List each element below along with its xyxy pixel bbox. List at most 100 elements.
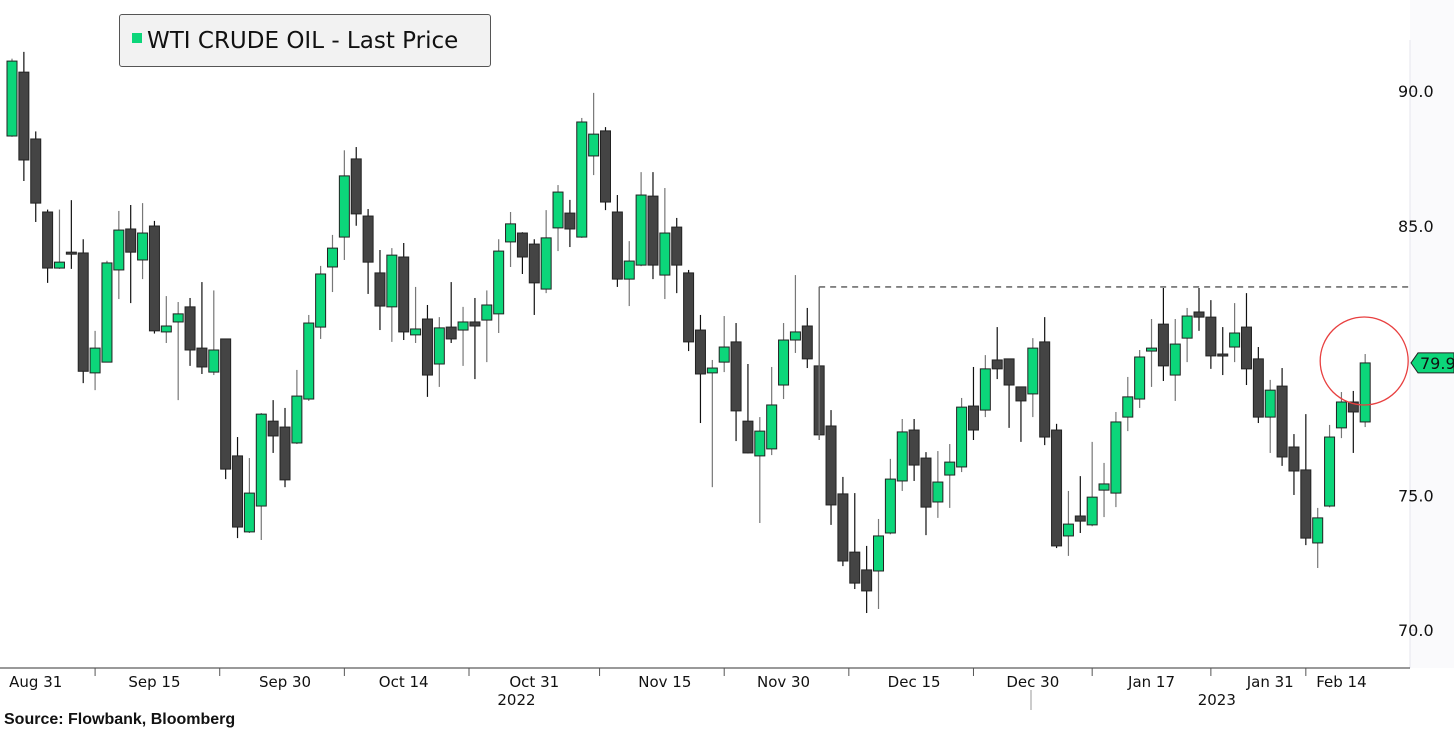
- candle-body-down: [1003, 358, 1015, 386]
- candle-body-down: [184, 306, 196, 351]
- candle-body-up: [113, 229, 125, 271]
- candle: [77, 239, 89, 384]
- candle-body-up: [659, 232, 671, 276]
- candle: [469, 297, 481, 380]
- candle-body-up: [386, 254, 398, 308]
- candle-body-up: [1062, 523, 1074, 537]
- y-tick-label: 90.0: [1398, 82, 1434, 101]
- candle-body-up: [291, 395, 303, 444]
- candle: [920, 452, 932, 536]
- candle-body-up: [635, 194, 647, 266]
- candle: [884, 458, 896, 535]
- candle: [1229, 303, 1241, 363]
- candle: [1051, 423, 1063, 549]
- candle-body-down: [694, 329, 706, 375]
- x-tick-label: Sep 30: [259, 673, 311, 691]
- candle: [481, 290, 493, 363]
- candle-body-down: [516, 232, 528, 258]
- x-year-label: 2023: [1198, 691, 1236, 709]
- candle: [493, 239, 505, 334]
- candle-body-up: [1181, 315, 1193, 339]
- y-tick-label: 70.0: [1398, 621, 1434, 640]
- candle-body-up: [6, 60, 18, 137]
- candle: [1086, 441, 1098, 527]
- candle-body-up: [932, 481, 944, 503]
- candle: [611, 195, 623, 287]
- candle-body-up: [1086, 496, 1098, 526]
- candle: [1240, 293, 1252, 386]
- candle-body-up: [326, 247, 338, 268]
- candle: [932, 451, 944, 518]
- candle: [1074, 476, 1086, 533]
- candle-body-up: [873, 535, 885, 572]
- candle: [6, 58, 18, 137]
- x-tick-label: Aug 31: [9, 673, 62, 691]
- candle-body-up: [718, 346, 730, 363]
- candle-body-up: [1134, 356, 1146, 400]
- candle: [255, 413, 267, 540]
- candle: [208, 290, 220, 376]
- candle: [861, 545, 873, 614]
- candle-body-down: [1157, 323, 1169, 367]
- candle: [30, 131, 42, 222]
- x-year-label: 2022: [497, 691, 535, 709]
- candle: [1181, 307, 1193, 363]
- candle-body-up: [303, 322, 315, 400]
- candle: [1015, 386, 1027, 442]
- candle: [42, 209, 54, 283]
- candle-body-down: [825, 425, 837, 506]
- highlight-circle: [1319, 316, 1409, 406]
- candle-body-up: [706, 367, 718, 374]
- candle-body-down: [671, 226, 683, 266]
- candle-body-up: [778, 339, 790, 386]
- candle: [1134, 349, 1146, 408]
- candle-body-up: [315, 273, 327, 328]
- candle-body-down: [279, 426, 291, 481]
- candle-body-up: [1146, 347, 1158, 352]
- x-tick-label: Jan 17: [1127, 673, 1175, 691]
- x-tick-label: Oct 31: [509, 673, 559, 691]
- candle: [1146, 318, 1158, 387]
- candle-body-up: [505, 223, 517, 243]
- legend-label: WTI CRUDE OIL - Last Price: [147, 27, 459, 54]
- candle: [89, 330, 101, 391]
- candle-body-down: [362, 215, 374, 263]
- y-tick-label: 75.0: [1398, 486, 1434, 505]
- candle-body-up: [1335, 401, 1347, 429]
- candle: [908, 418, 920, 481]
- candle: [789, 275, 801, 353]
- candle: [291, 369, 303, 445]
- candle-body-down: [1276, 385, 1288, 458]
- candle: [754, 417, 766, 524]
- candle: [647, 172, 659, 280]
- candle-body-down: [908, 429, 920, 466]
- candle-body-down: [1300, 469, 1312, 539]
- candle: [1335, 392, 1347, 439]
- candle: [1157, 288, 1169, 381]
- candle: [694, 314, 706, 424]
- candle-body-down: [220, 338, 232, 470]
- candle-body-down: [350, 158, 362, 215]
- candle: [1300, 414, 1312, 546]
- candle-body-up: [956, 406, 968, 468]
- candle: [718, 316, 730, 373]
- candle: [564, 199, 576, 248]
- candle: [1039, 317, 1051, 446]
- candle: [457, 306, 469, 366]
- candle: [1110, 411, 1122, 508]
- candle-body-down: [1252, 358, 1264, 418]
- candle: [315, 265, 327, 339]
- candle: [1205, 300, 1217, 369]
- candle: [374, 250, 386, 331]
- candle: [801, 307, 813, 369]
- candle: [967, 366, 979, 441]
- candle-body-down: [861, 569, 873, 592]
- candle: [730, 323, 742, 442]
- candle-body-up: [457, 321, 469, 331]
- candle: [766, 366, 778, 456]
- candle: [516, 232, 528, 274]
- candle-body-down: [991, 359, 1003, 370]
- candle-body-down: [42, 211, 54, 269]
- candle: [433, 317, 445, 387]
- candle-body-up: [160, 325, 172, 333]
